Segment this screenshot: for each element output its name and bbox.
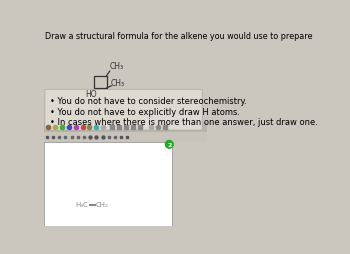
Text: 2: 2 [167, 142, 172, 147]
Text: • You do not have to explicitly draw H atoms.: • You do not have to explicitly draw H a… [50, 107, 240, 116]
Text: CH₃: CH₃ [110, 78, 125, 87]
Bar [44, 142, 172, 226]
Text: • You do not have to consider stereochemistry.: • You do not have to consider stereochem… [50, 97, 247, 105]
Bar [94, 76, 106, 89]
Text: H₃C: H₃C [75, 202, 88, 208]
Text: Draw a structural formula for the alkene you would use to prepare the alcohol sh: Draw a structural formula for the alkene… [44, 32, 350, 41]
Text: HO: HO [85, 90, 97, 99]
Text: CH₂: CH₂ [96, 202, 108, 208]
Text: CH₃: CH₃ [110, 62, 124, 71]
FancyBboxPatch shape [45, 90, 202, 131]
Bar [44, 122, 206, 133]
Bar [44, 133, 206, 142]
Circle shape [166, 141, 173, 149]
Text: • In cases where there is more than one answer, just draw one.: • In cases where there is more than one … [50, 118, 318, 127]
